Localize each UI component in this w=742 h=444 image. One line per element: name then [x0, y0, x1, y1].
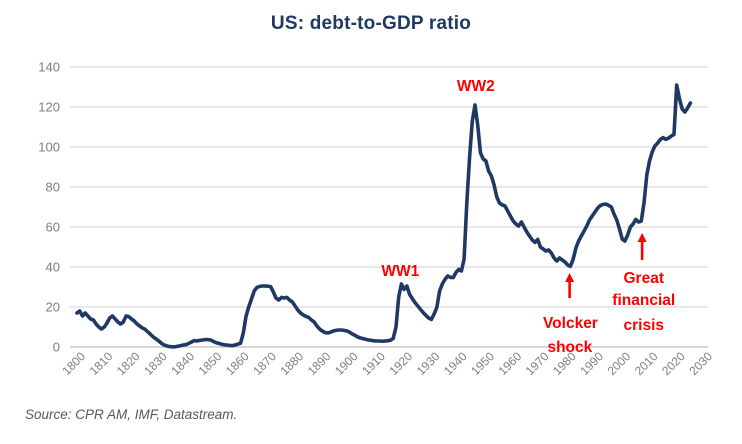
x-axis-tick-label: 1870 — [250, 349, 279, 378]
x-axis-tick-label: 2020 — [659, 349, 688, 378]
annotation-label: crisis — [623, 317, 664, 334]
annotation-label: shock — [547, 339, 592, 356]
x-axis-tick-label: 1920 — [386, 349, 415, 378]
source-note: Source: CPR AM, IMF, Datastream. — [25, 407, 238, 422]
y-axis-tick-label: 60 — [46, 220, 60, 235]
x-axis-tick-label: 1820 — [114, 349, 143, 378]
x-axis-tick-label: 1880 — [277, 349, 306, 378]
x-axis-tick-label: 2030 — [686, 349, 715, 378]
x-axis-tick-label: 1960 — [496, 349, 525, 378]
annotation-arrow-head — [637, 233, 647, 242]
x-axis-tick-label: 1910 — [359, 349, 388, 378]
y-axis-tick-label: 140 — [38, 60, 60, 75]
x-axis-tick-label: 1860 — [223, 349, 252, 378]
debt-to-gdp-line — [75, 83, 693, 349]
y-axis-tick-label: 80 — [46, 180, 60, 195]
annotation-label: Great — [624, 270, 665, 287]
x-axis-tick-label: 1940 — [441, 349, 470, 378]
chart-title: US: debt-to-GDP ratio — [270, 13, 472, 34]
x-axis-tick-label: 1900 — [332, 349, 361, 378]
x-axis-tick-label: 1830 — [141, 349, 170, 378]
annotation-arrow-head — [565, 273, 575, 282]
x-axis-tick-label: 2000 — [605, 349, 634, 378]
y-axis-tick-label: 40 — [46, 260, 60, 275]
y-axis-tick-label: 20 — [46, 300, 60, 315]
x-axis-tick-label: 1850 — [196, 349, 225, 378]
annotation-label: financial — [612, 292, 675, 309]
annotation-label: Volcker — [543, 315, 598, 332]
y-axis-tick-label: 0 — [53, 340, 60, 355]
x-axis-tick-label: 1890 — [305, 349, 334, 378]
x-axis-tick-label: 2010 — [632, 349, 661, 378]
annotation-label: WW1 — [381, 263, 419, 280]
x-axis-tick-label: 1810 — [87, 349, 116, 378]
x-axis-tick-label: 1800 — [59, 349, 88, 378]
x-axis-tick-label: 1930 — [414, 349, 443, 378]
annotation-label: WW2 — [457, 78, 495, 95]
y-axis-tick-label: 120 — [38, 100, 60, 115]
x-axis-tick-label: 1840 — [168, 349, 197, 378]
x-axis-tick-label: 1950 — [468, 349, 497, 378]
y-axis-tick-label: 100 — [38, 140, 60, 155]
